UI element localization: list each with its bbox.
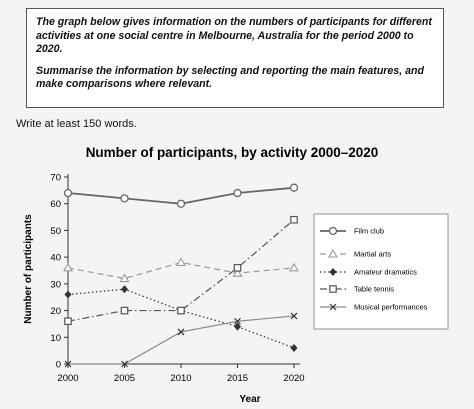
- data-point: [120, 285, 129, 294]
- legend-label: Martial arts: [354, 250, 391, 259]
- data-point: [63, 262, 73, 272]
- data-point: [289, 262, 299, 272]
- data-point: [176, 199, 186, 208]
- data-point: [64, 290, 72, 299]
- series-line: [67, 219, 295, 322]
- y-tick-label: 40: [50, 253, 61, 264]
- data-point: [64, 360, 72, 368]
- legend-label: Table tennis: [354, 285, 394, 294]
- data-point: [328, 226, 338, 236]
- data-point: [290, 215, 298, 224]
- data-point: [120, 306, 129, 315]
- data-point: [289, 183, 299, 192]
- legend-label: Amateur dramatics: [354, 268, 417, 277]
- data-point: [233, 188, 242, 198]
- y-tick-label: 70: [50, 173, 61, 184]
- y-tick-label: 20: [50, 306, 61, 317]
- task-box: The graph below gives information on the…: [26, 8, 444, 108]
- x-tick-label: 2015: [227, 373, 248, 384]
- data-point: [177, 306, 185, 315]
- data-point: [176, 257, 186, 267]
- data-point: [232, 268, 243, 277]
- data-point: [329, 267, 337, 277]
- series-line: [68, 315, 295, 365]
- y-tick-label: 10: [50, 333, 61, 344]
- data-point: [64, 317, 72, 326]
- legend-label: Film club: [354, 227, 384, 236]
- x-tick-label: 2020: [283, 373, 304, 384]
- y-tick-label: 0: [56, 360, 61, 371]
- data-point: [121, 360, 128, 368]
- data-point: [328, 248, 338, 258]
- y-tick-label: 30: [50, 279, 61, 290]
- data-point: [233, 322, 242, 331]
- legend-label: Musical performances: [354, 303, 428, 312]
- x-axis-title: Year: [239, 394, 260, 405]
- x-tick-label: 2000: [57, 373, 78, 384]
- y-tick-label: 50: [50, 226, 61, 237]
- data-point: [234, 317, 241, 325]
- data-point: [233, 264, 242, 272]
- series-line: [67, 261, 295, 280]
- data-point: [290, 343, 298, 352]
- data-point: [177, 328, 185, 336]
- data-point: [329, 303, 337, 311]
- data-point: [290, 312, 298, 320]
- data-point: [329, 285, 337, 293]
- x-tick-label: 2005: [114, 373, 135, 384]
- data-point: [63, 188, 73, 198]
- y-tick-label: 60: [50, 199, 61, 210]
- chart-title: Number of participants, by activity 2000…: [86, 145, 379, 160]
- task-paragraph-2: Summarise the information by selecting a…: [36, 64, 424, 91]
- word-count-instruction: Write at least 150 words.: [16, 118, 137, 130]
- data-point: [119, 273, 130, 283]
- task-paragraph-1: The graph below gives information on the…: [36, 16, 432, 56]
- x-tick-label: 2010: [170, 373, 191, 384]
- y-axis-title: Number of participants: [23, 214, 34, 324]
- data-point: [120, 194, 129, 203]
